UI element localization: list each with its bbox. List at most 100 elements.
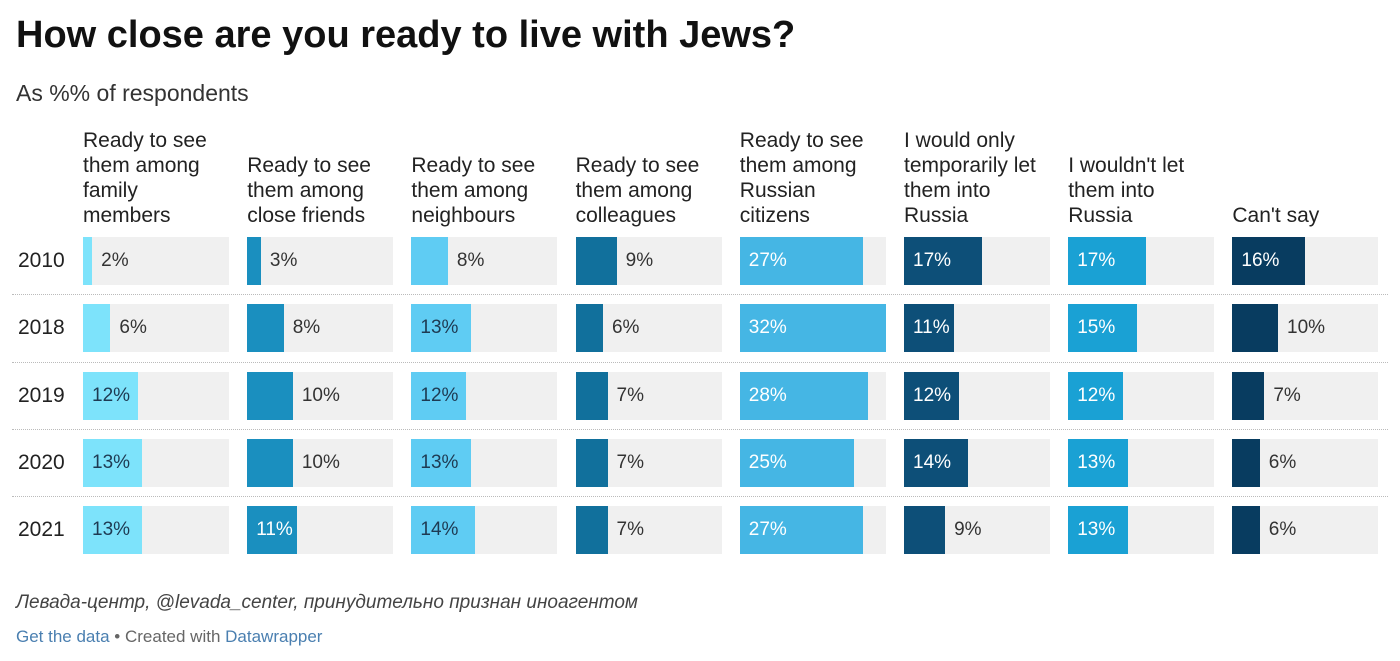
get-the-data-link[interactable]: Get the data <box>16 627 110 646</box>
chart-subtitle: As %% of respondents <box>16 80 249 106</box>
column-header-line: Ready to see <box>739 129 864 152</box>
column-header-line: neighbours <box>411 204 516 227</box>
bar-1-2019 <box>83 371 138 420</box>
value-label: 6% <box>1268 451 1297 473</box>
bar-5-2019 <box>739 371 868 420</box>
bar-2-2019 <box>247 371 293 420</box>
value-label: 12% <box>92 384 131 406</box>
bar-8-2021 <box>1232 506 1260 555</box>
bar-6-2019 <box>904 371 959 420</box>
value-label: 7% <box>1273 384 1301 406</box>
value-label: 12% <box>1077 384 1116 406</box>
value-label: 17% <box>1077 250 1116 271</box>
column-header-line: family <box>83 179 138 202</box>
bar-8-2010 <box>1232 237 1306 285</box>
bar-8-2020 <box>1232 438 1260 487</box>
column-header-7: I wouldn't let them into Russia <box>1068 122 1233 228</box>
bar-3-2019 <box>411 371 467 420</box>
bar-3-2021 <box>411 506 476 555</box>
row-separator <box>12 361 1388 363</box>
column-header-line: them among <box>247 179 364 202</box>
column-header-line: them into <box>1068 179 1155 202</box>
bar-5-2021 <box>739 506 863 555</box>
value-label: 10% <box>301 451 340 473</box>
value-label: 27% <box>748 519 787 541</box>
value-label: 3% <box>269 250 298 271</box>
bar-4-2019 <box>575 371 608 420</box>
value-label: 9% <box>625 250 654 271</box>
value-label: 13% <box>420 317 459 339</box>
value-label: 11% <box>256 519 293 541</box>
column-header-line: Ready to see <box>83 129 207 152</box>
bar-3-2010 <box>411 237 448 285</box>
bar-track <box>83 237 229 285</box>
datawrapper-link[interactable]: Datawrapper <box>225 627 323 646</box>
value-label: 9% <box>954 519 982 541</box>
row-separator <box>12 496 1388 498</box>
bar-2-2020 <box>247 438 293 487</box>
bar-7-2019 <box>1068 371 1123 420</box>
value-label: 17% <box>913 250 952 271</box>
value-label: 7% <box>616 384 644 406</box>
column-header-line: them among <box>411 179 529 202</box>
column-header-line: them among <box>739 154 857 177</box>
bar-8-2019 <box>1232 371 1265 420</box>
value-label: 13% <box>92 451 131 473</box>
value-label: 14% <box>420 519 459 541</box>
row-separator <box>12 428 1388 430</box>
bar-2-2021 <box>247 506 298 555</box>
chart-title: How close are you ready to live with Jew… <box>16 14 796 56</box>
bar-6-2018 <box>904 304 955 353</box>
value-label: 7% <box>616 519 644 541</box>
bar-track <box>247 237 394 285</box>
column-header-line: Can't say <box>1232 204 1320 227</box>
column-header-line: Russia <box>1068 204 1133 227</box>
column-header-line: close friends <box>247 204 366 227</box>
column-header-6: I would only temporarily let them into Russ… <box>904 122 1069 228</box>
bar-2-2018 <box>247 304 284 353</box>
source-note: Левада-центр, @levada_center, принудител… <box>16 592 638 613</box>
column-header-line: Ready to see <box>247 154 371 177</box>
column-header-line: members <box>83 204 171 227</box>
bar-1-2018 <box>83 304 111 353</box>
value-label: 10% <box>1287 317 1326 339</box>
bar-7-2020 <box>1068 438 1128 487</box>
column-header-2: Ready to see them among close friends <box>247 122 412 228</box>
value-label: 6% <box>1268 519 1297 541</box>
year-label-2019: 2019 <box>18 383 65 407</box>
value-label: 14% <box>913 451 952 473</box>
bar-8-2018 <box>1232 304 1279 353</box>
value-label: 32% <box>748 317 787 339</box>
bar-7-2021 <box>1068 506 1128 555</box>
footer-separator: • Created with <box>109 627 226 646</box>
year-label-2021: 2021 <box>18 518 65 542</box>
footer: Get the data • Created with Datawrapper <box>16 627 322 647</box>
column-header-line: them into <box>904 179 991 202</box>
column-header-line: I wouldn't let <box>1068 154 1185 177</box>
bar-1-2021 <box>83 506 143 555</box>
value-label: 16% <box>1241 250 1280 271</box>
value-label: 15% <box>1077 317 1116 339</box>
value-label: 12% <box>913 384 952 406</box>
bar-7-2018 <box>1068 304 1137 353</box>
bar-4-2020 <box>575 438 608 487</box>
value-label: 8% <box>292 317 321 339</box>
year-label-2010: 2010 <box>18 249 65 272</box>
column-header-line: citizens <box>739 204 810 227</box>
value-label: 11% <box>913 317 950 339</box>
column-header-8: Can't say <box>1232 122 1397 228</box>
value-label: 12% <box>420 384 459 406</box>
bar-6-2020 <box>904 438 968 487</box>
column-header-3: Ready to see them among neighbours <box>411 122 576 228</box>
value-label: 27% <box>748 250 787 271</box>
value-label: 10% <box>301 384 340 406</box>
bar-6-2010 <box>904 237 982 285</box>
value-label: 28% <box>748 384 787 406</box>
value-label: 8% <box>456 250 485 271</box>
column-header-line: colleagues <box>575 204 676 227</box>
bar-7-2010 <box>1068 237 1146 285</box>
value-label: 2% <box>101 250 129 271</box>
column-header-line: temporarily let <box>904 154 1036 177</box>
value-label: 13% <box>1077 519 1116 541</box>
